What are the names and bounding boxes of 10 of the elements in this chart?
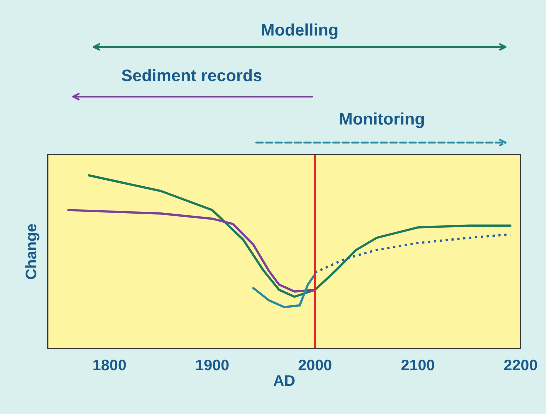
- text: Sediment records: [122, 69, 262, 82]
- y-axis-title: Change: [25, 224, 40, 280]
- x-tick-label: 1900: [196, 360, 229, 371]
- x-tick-label: 2200: [504, 360, 538, 371]
- text: Monitoring: [340, 112, 424, 128]
- x-axis-title: AD: [274, 376, 295, 386]
- x-tick-label: 2000: [298, 360, 332, 371]
- x-tick-label: 1800: [94, 360, 126, 371]
- text: Modelling: [262, 24, 338, 40]
- x-tick-label: 2100: [402, 360, 434, 371]
